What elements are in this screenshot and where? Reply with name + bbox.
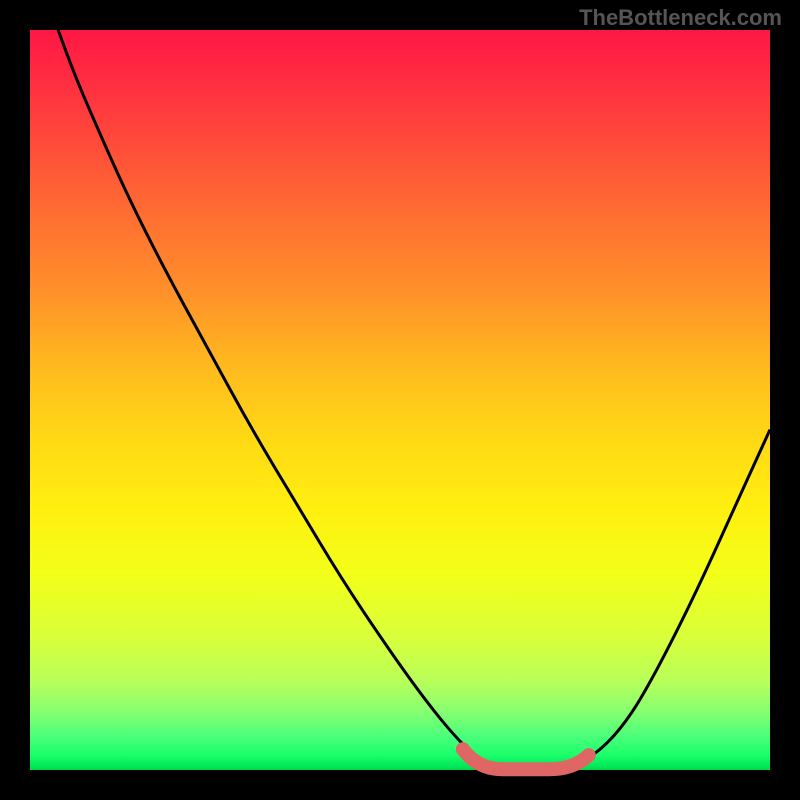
range-end-dot [582,748,596,762]
watermark-text: TheBottleneck.com [579,5,782,31]
range-start-dot [456,742,470,756]
chart-gradient-background [30,30,770,770]
bottleneck-chart [0,0,800,800]
